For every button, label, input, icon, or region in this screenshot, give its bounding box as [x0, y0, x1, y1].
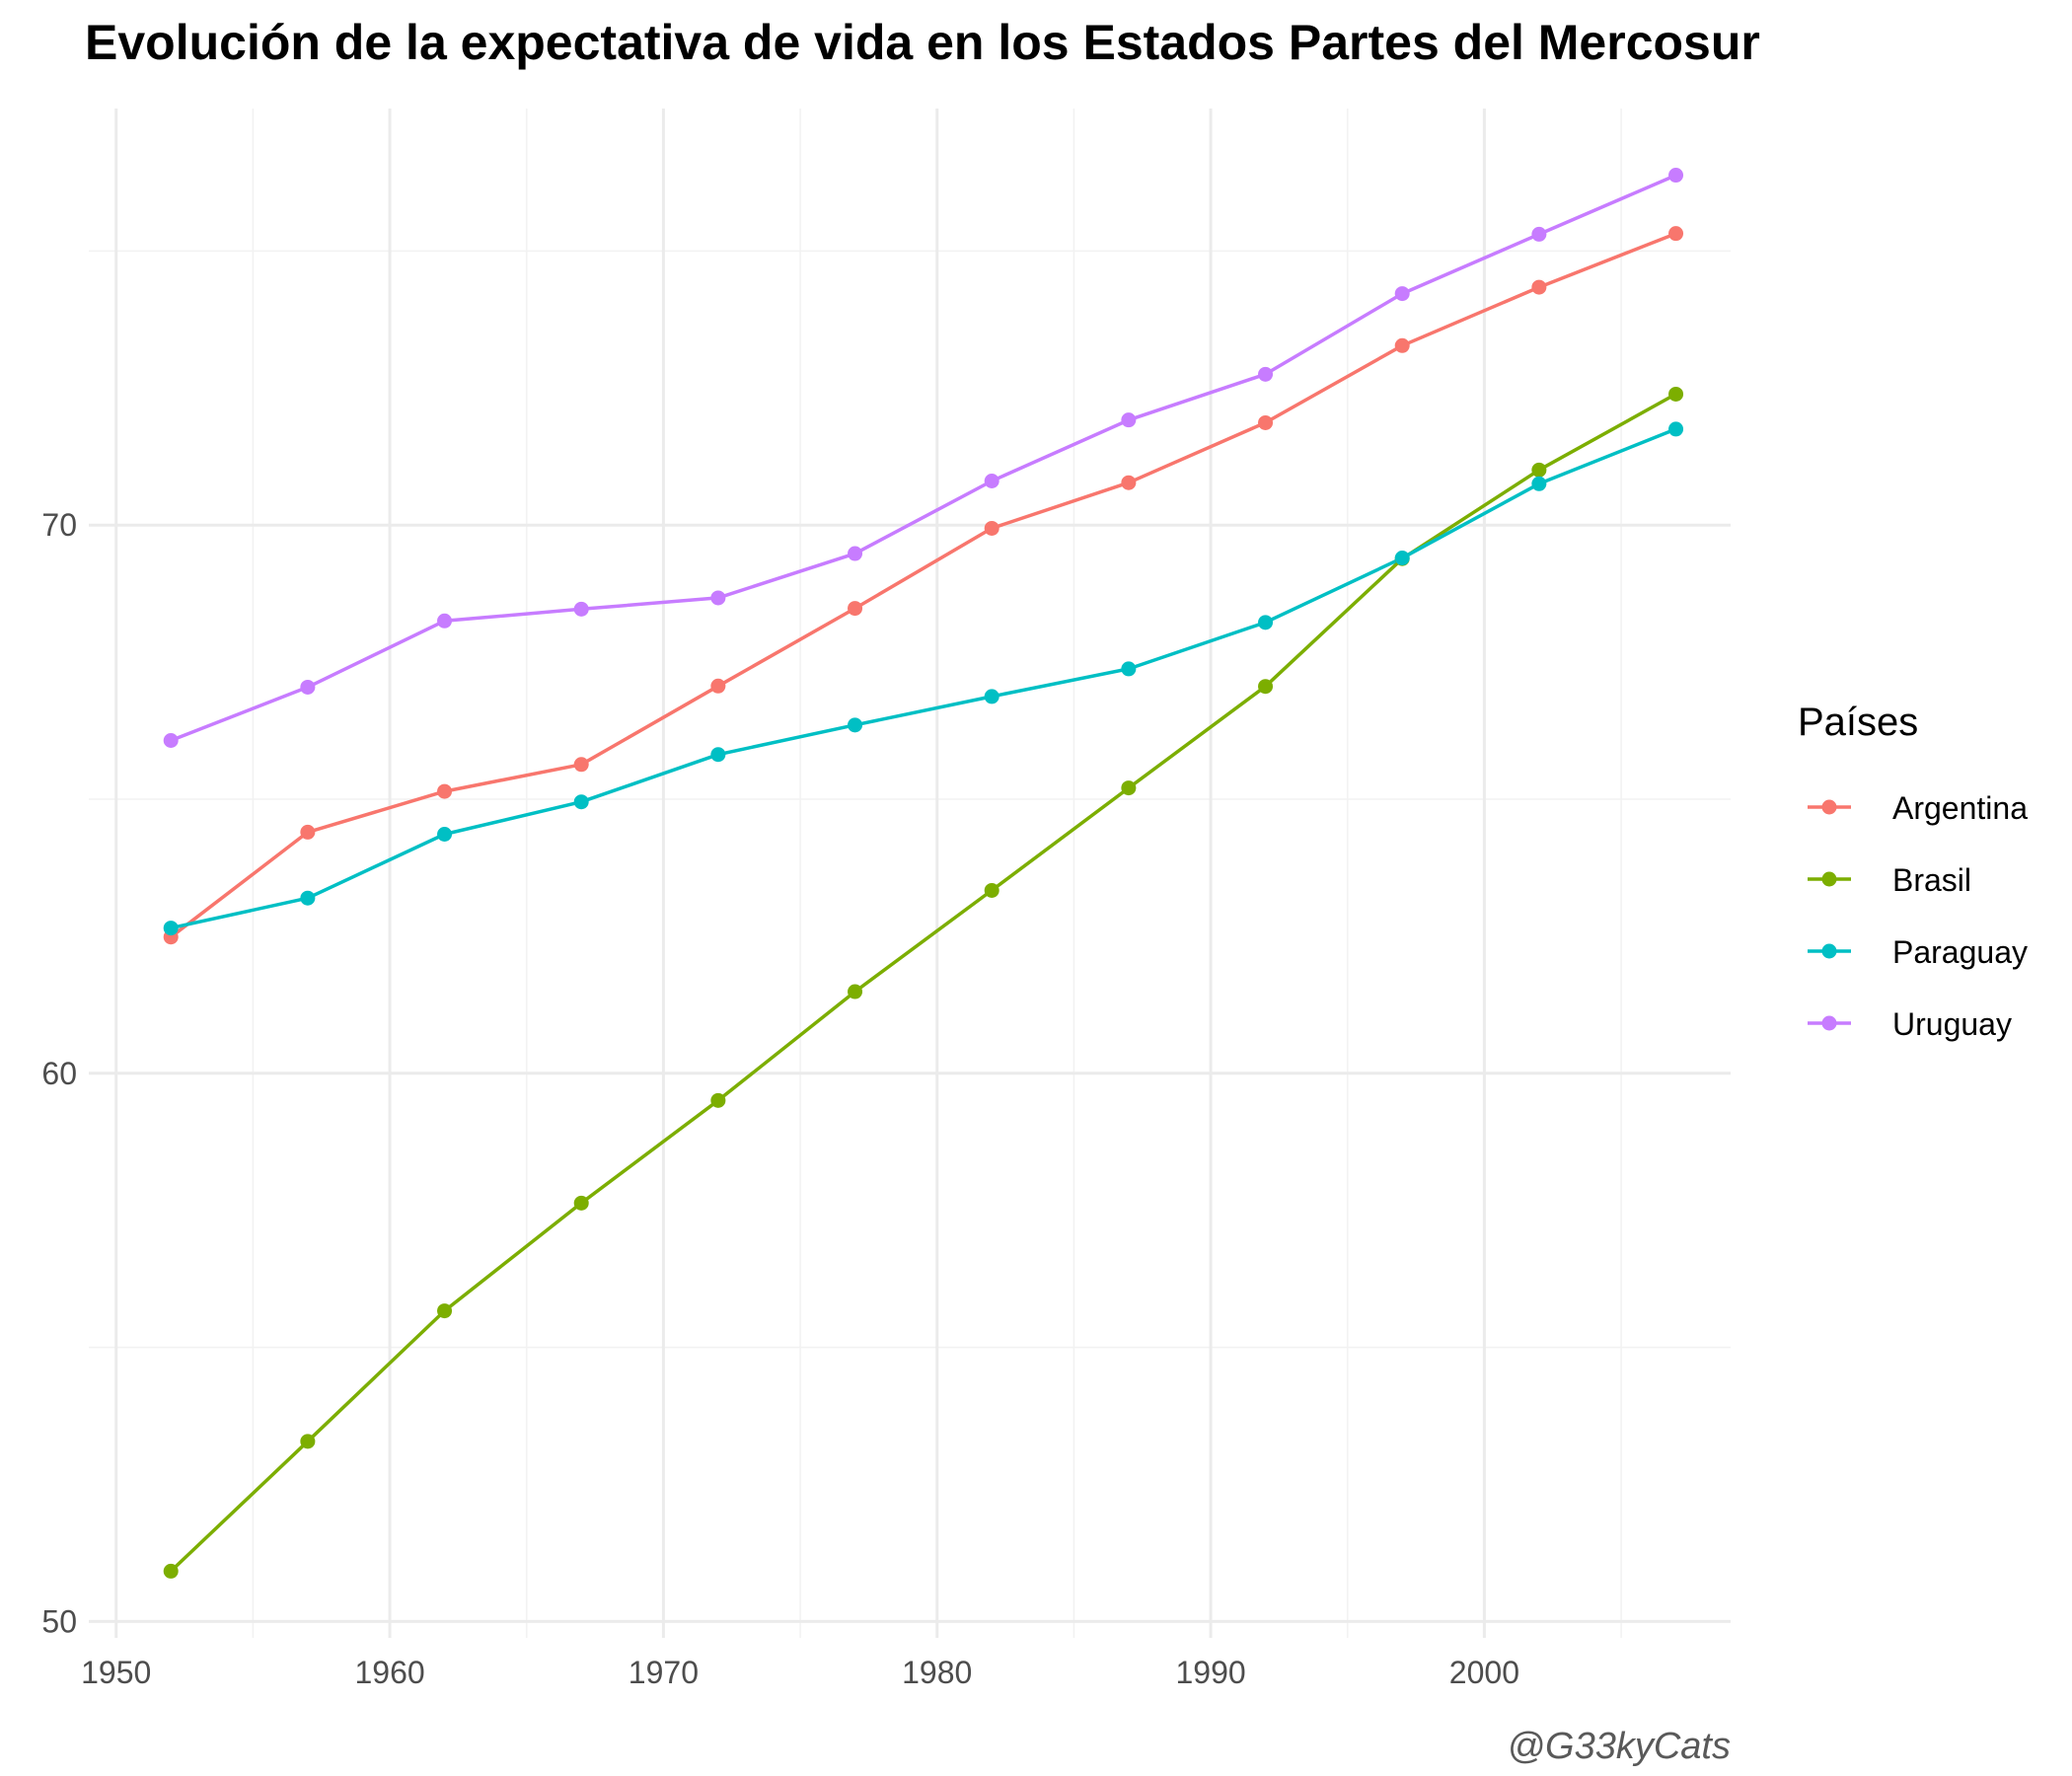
point-paraguay	[573, 794, 589, 810]
point-paraguay	[1258, 615, 1274, 630]
point-argentina	[573, 757, 589, 773]
x-tick-label: 2000	[1449, 1655, 1519, 1690]
series-lines	[169, 173, 1677, 1573]
point-argentina	[1258, 414, 1274, 430]
point-argentina	[984, 520, 999, 536]
caption: @G33kyCats	[1507, 1726, 1731, 1767]
point-paraguay	[300, 890, 316, 906]
point-argentina	[1668, 226, 1684, 242]
chart-title: Evolución de la expectativa de vida en l…	[85, 15, 1760, 70]
point-brasil	[573, 1195, 589, 1211]
point-paraguay	[1531, 476, 1547, 491]
point-brasil	[1121, 780, 1137, 796]
legend-label: Brasil	[1892, 862, 1971, 898]
point-brasil	[710, 1092, 726, 1108]
point-brasil	[1258, 679, 1274, 695]
point-uruguay	[710, 590, 726, 606]
x-tick-label: 1990	[1175, 1655, 1245, 1690]
x-tick-label: 1980	[902, 1655, 972, 1690]
point-paraguay	[1394, 551, 1410, 566]
point-argentina	[300, 824, 316, 840]
legend-title: Países	[1798, 701, 1918, 744]
y-tick-label: 70	[41, 507, 77, 543]
point-paraguay	[1668, 421, 1684, 437]
y-tick-label: 60	[41, 1056, 77, 1091]
x-tick-label: 1960	[354, 1655, 424, 1690]
legend-key-point	[1821, 871, 1837, 887]
legend: Países Argentina Brasil Paraguay Uruguay	[1798, 701, 2028, 1042]
line-paraguay	[170, 427, 1677, 930]
legend-key-point	[1821, 799, 1837, 815]
point-paraguay	[163, 921, 179, 936]
point-paraguay	[710, 747, 726, 763]
point-argentina	[1121, 475, 1137, 490]
y-tick-label: 50	[41, 1603, 77, 1639]
point-uruguay	[1121, 412, 1137, 428]
point-brasil	[163, 1563, 179, 1579]
point-paraguay	[437, 827, 453, 842]
legend-label: Uruguay	[1892, 1006, 2012, 1042]
x-tick-label: 1950	[81, 1655, 151, 1690]
point-paraguay	[848, 717, 863, 733]
line-uruguay	[170, 173, 1677, 743]
axes: 1950 1960 1970 1980 1990 2000 50 60 70	[41, 507, 1519, 1690]
point-argentina	[437, 783, 453, 799]
point-uruguay	[1531, 226, 1547, 242]
legend-label: Argentina	[1892, 790, 2028, 826]
point-uruguay	[437, 613, 453, 629]
legend-key-point	[1821, 1015, 1837, 1031]
point-uruguay	[984, 474, 999, 488]
legend-key-point	[1821, 943, 1837, 959]
point-uruguay	[163, 733, 179, 748]
line-argentina	[170, 232, 1677, 939]
point-uruguay	[1258, 366, 1274, 382]
grid	[89, 109, 1731, 1638]
point-brasil	[984, 882, 999, 898]
point-argentina	[710, 678, 726, 694]
point-brasil	[437, 1303, 453, 1319]
point-uruguay	[573, 601, 589, 617]
point-uruguay	[300, 679, 316, 695]
point-brasil	[300, 1434, 316, 1449]
point-brasil	[1531, 462, 1547, 478]
point-paraguay	[984, 689, 999, 704]
point-argentina	[1394, 337, 1410, 353]
point-brasil	[848, 984, 863, 999]
point-brasil	[1668, 386, 1684, 402]
point-uruguay	[1668, 168, 1684, 184]
x-tick-label: 1970	[629, 1655, 699, 1690]
point-uruguay	[848, 546, 863, 561]
point-argentina	[1531, 279, 1547, 295]
point-uruguay	[1394, 286, 1410, 302]
series-points	[163, 168, 1684, 1579]
line-brasil	[169, 392, 1677, 1573]
point-paraguay	[1121, 661, 1137, 677]
point-argentina	[848, 601, 863, 617]
legend-label: Paraguay	[1892, 934, 2028, 970]
